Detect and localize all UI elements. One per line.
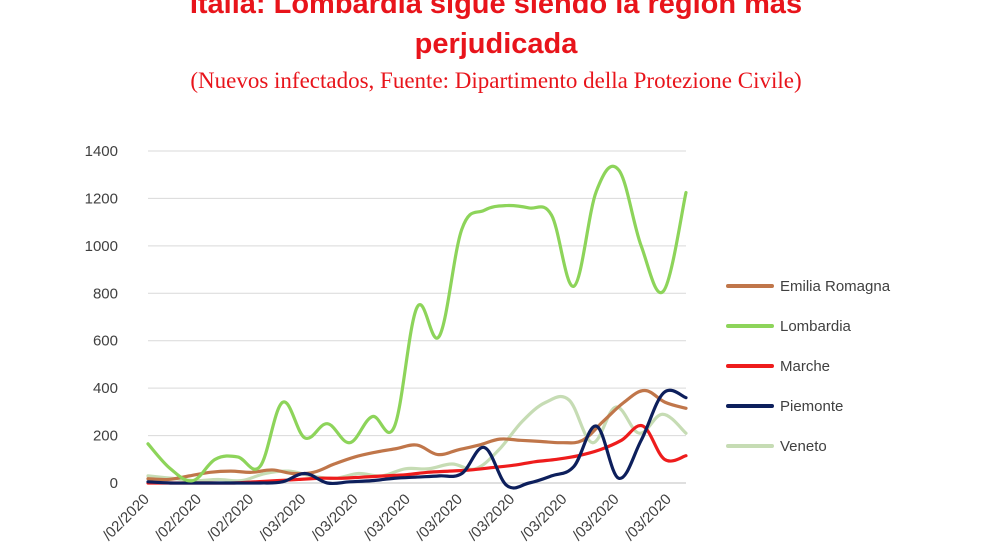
y-tick-label: 800 — [93, 285, 118, 302]
y-tick-label: 1200 — [85, 190, 118, 207]
y-tick-label: 200 — [93, 428, 118, 445]
y-tick-label: 1000 — [85, 238, 118, 255]
series-line-emilia-romagna — [146, 388, 688, 482]
legend-label: Piemonte — [780, 398, 843, 415]
x-tick-label: /03/2020 — [413, 491, 466, 544]
y-tick-label: 400 — [93, 380, 118, 397]
chart-title-line2: perjudicada — [414, 28, 578, 60]
legend-label: Emilia Romagna — [780, 278, 891, 295]
x-tick-label: /03/2020 — [361, 491, 414, 544]
series-line-marche — [146, 423, 688, 485]
chart-title-line1: Italia: Lombardía sigue siendo la región… — [189, 0, 803, 20]
x-tick-label: /03/2020 — [465, 491, 518, 544]
series-line-piemonte — [146, 388, 688, 490]
y-tick-label: 1400 — [85, 143, 118, 160]
x-tick-label: /02/2020 — [100, 491, 153, 544]
legend-label: Lombardia — [780, 318, 852, 335]
chart-subtitle: (Nuevos infectados, Fuente: Dipartimento… — [190, 68, 802, 93]
series-line-lombardia — [146, 164, 688, 483]
legend-label: Marche — [780, 358, 830, 375]
x-tick-label: /03/2020 — [622, 491, 675, 544]
x-tick-label: /02/2020 — [152, 491, 205, 544]
legend-label: Veneto — [780, 438, 827, 455]
series-line-veneto — [146, 394, 688, 483]
y-tick-label: 0 — [110, 475, 118, 492]
x-tick-label: /03/2020 — [256, 491, 309, 544]
x-tick-label: /03/2020 — [517, 491, 570, 544]
x-tick-label: /03/2020 — [569, 491, 622, 544]
x-tick-label: /03/2020 — [308, 491, 361, 544]
x-tick-label: /02/2020 — [204, 491, 257, 544]
y-tick-label: 600 — [93, 333, 118, 350]
